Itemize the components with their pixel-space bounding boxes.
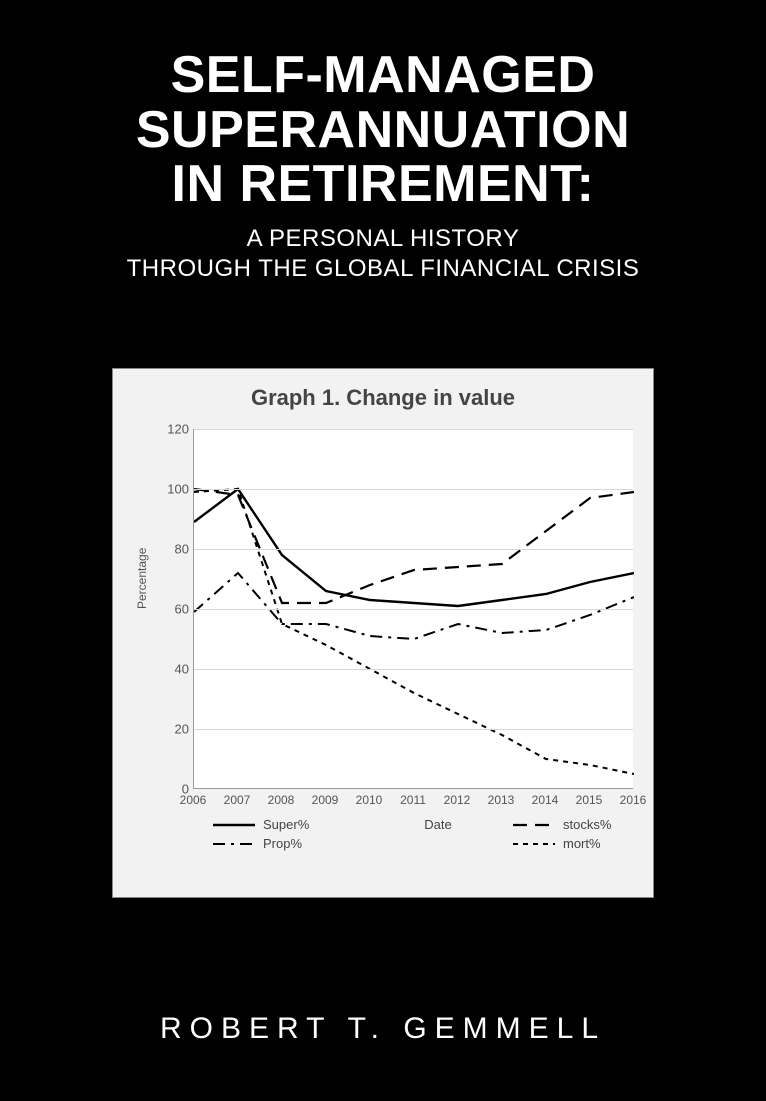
x-tick-label: 2006 — [180, 793, 207, 807]
legend-item: Super% — [213, 817, 363, 832]
y-tick-label: 120 — [161, 422, 189, 437]
legend-swatch-line — [513, 818, 555, 832]
title-line: SELF-MANAGED — [0, 48, 766, 103]
legend-item: mort% — [513, 836, 663, 851]
series-Super% — [194, 489, 634, 606]
series-mort% — [194, 489, 634, 774]
x-tick-label: 2016 — [620, 793, 647, 807]
x-tick-label: 2007 — [224, 793, 251, 807]
plot-area — [193, 429, 633, 789]
x-tick-label: 2012 — [444, 793, 471, 807]
x-tick-label: 2008 — [268, 793, 295, 807]
subtitle-line: A PERSONAL HISTORY — [0, 224, 766, 254]
x-axis-label: Date — [363, 817, 513, 832]
gridline — [194, 489, 633, 490]
legend-swatch-line — [213, 818, 255, 832]
title-line: IN RETIREMENT: — [0, 157, 766, 212]
x-tick-label: 2014 — [532, 793, 559, 807]
x-tick-label: 2013 — [488, 793, 515, 807]
gridline — [194, 549, 633, 550]
legend-row: Super% Date stocks% — [213, 817, 633, 832]
chart-panel: Graph 1. Change in value Percentage Supe… — [112, 368, 654, 898]
y-tick-label: 100 — [161, 482, 189, 497]
legend-label: mort% — [563, 836, 601, 851]
legend-item: stocks% — [513, 817, 663, 832]
series-stocks% — [194, 489, 634, 603]
legend-swatch-line — [513, 837, 555, 851]
x-tick-label: 2015 — [576, 793, 603, 807]
x-tick-label: 2009 — [312, 793, 339, 807]
title-line: SUPERANNUATION — [0, 103, 766, 158]
y-tick-label: 80 — [161, 542, 189, 557]
legend-label: stocks% — [563, 817, 611, 832]
legend-row: Prop% mort% — [213, 836, 633, 851]
subtitle-line: THROUGH THE GLOBAL FINANCIAL CRISIS — [0, 254, 766, 284]
subtitle: A PERSONAL HISTORYTHROUGH THE GLOBAL FIN… — [0, 224, 766, 284]
y-tick-label: 20 — [161, 722, 189, 737]
series-Prop% — [194, 573, 634, 639]
gridline — [194, 729, 633, 730]
y-tick-label: 40 — [161, 662, 189, 677]
main-title: SELF-MANAGEDSUPERANNUATIONIN RETIREMENT: — [0, 48, 766, 212]
x-tick-label: 2010 — [356, 793, 383, 807]
y-tick-label: 60 — [161, 602, 189, 617]
legend-label: Prop% — [263, 836, 302, 851]
legend-label: Super% — [263, 817, 309, 832]
chart-title: Graph 1. Change in value — [113, 385, 653, 411]
title-block: SELF-MANAGEDSUPERANNUATIONIN RETIREMENT:… — [0, 0, 766, 284]
author-name: ROBERT T. GEMMELL — [0, 1012, 766, 1046]
legend: Super% Date stocks% Prop% mort% — [213, 817, 633, 855]
gridline — [194, 609, 633, 610]
gridline — [194, 669, 633, 670]
legend-item: Prop% — [213, 836, 363, 851]
legend-spacer — [363, 836, 513, 851]
x-tick-label: 2011 — [400, 793, 426, 807]
y-axis-label: Percentage — [135, 548, 149, 609]
gridline — [194, 429, 633, 430]
legend-swatch-line — [213, 837, 255, 851]
